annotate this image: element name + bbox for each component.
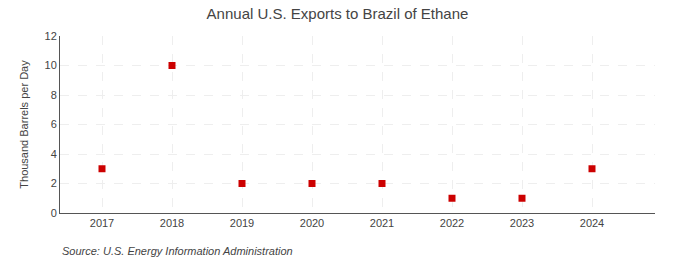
svg-text:2021: 2021 bbox=[370, 217, 394, 229]
svg-text:12: 12 bbox=[45, 30, 57, 42]
svg-text:0: 0 bbox=[51, 207, 57, 219]
svg-text:2022: 2022 bbox=[440, 217, 464, 229]
svg-text:2019: 2019 bbox=[230, 217, 254, 229]
svg-text:10: 10 bbox=[45, 59, 57, 71]
svg-text:6: 6 bbox=[51, 118, 57, 130]
svg-text:2020: 2020 bbox=[300, 217, 324, 229]
svg-text:2023: 2023 bbox=[510, 217, 534, 229]
svg-text:Annual U.S. Exports to Brazil: Annual U.S. Exports to Brazil of Ethane bbox=[207, 5, 469, 22]
svg-text:2018: 2018 bbox=[160, 217, 184, 229]
svg-text:Thousand Barrels per Day: Thousand Barrels per Day bbox=[18, 60, 30, 189]
svg-text:Source: U.S. Energy Informatio: Source: U.S. Energy Information Administ… bbox=[62, 245, 293, 257]
svg-text:2: 2 bbox=[51, 177, 57, 189]
svg-text:4: 4 bbox=[51, 148, 57, 160]
svg-text:2024: 2024 bbox=[580, 217, 604, 229]
svg-text:2017: 2017 bbox=[90, 217, 114, 229]
svg-text:8: 8 bbox=[51, 89, 57, 101]
